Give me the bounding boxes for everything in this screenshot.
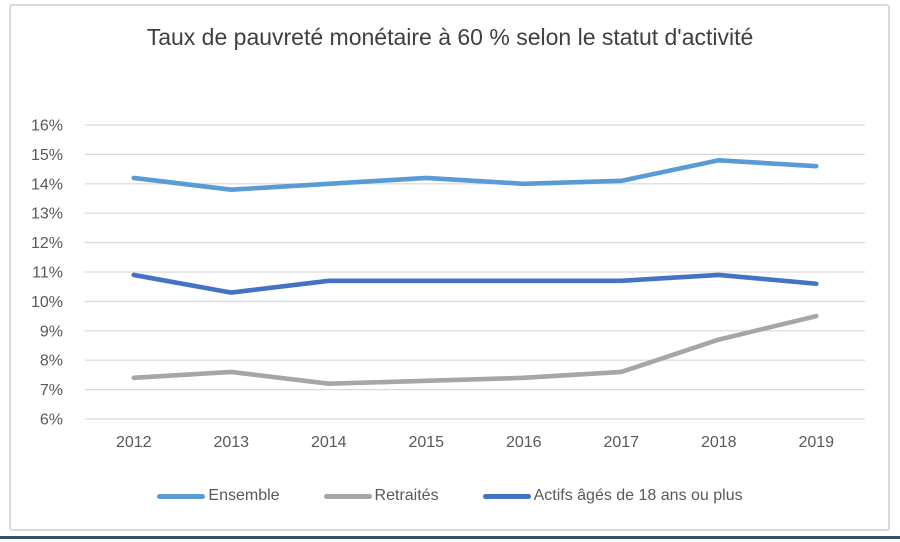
x-tick-label: 2018	[701, 434, 737, 451]
y-tick-label: 6%	[40, 412, 63, 429]
window-bottom-border	[0, 536, 900, 539]
legend-item-ensemble: Ensemble	[157, 487, 280, 505]
legend-swatch-actifs-ages-de-18-ans-ou-plus	[482, 493, 531, 499]
x-tick-label: 2016	[506, 434, 542, 451]
chart-legend: Ensemble Retraités Actifs âgés de 18 ans o…	[0, 485, 900, 507]
y-tick-label: 12%	[31, 235, 63, 252]
x-tick-label: 2019	[798, 434, 834, 451]
x-tick-label: 2015	[408, 434, 444, 451]
series-line-actifs-ages-de-18-ans-ou-plus	[131, 272, 819, 295]
y-tick-label: 10%	[31, 294, 63, 311]
y-tick-label: 13%	[31, 206, 63, 223]
y-tick-label: 16%	[31, 118, 63, 135]
chart-title: Taux de pauvreté monétaire à 60 % selon …	[146, 24, 754, 50]
legend-swatch-ensemble	[157, 493, 206, 499]
legend-label: Ensemble	[208, 487, 280, 504]
x-tick-label: 2014	[311, 434, 347, 451]
y-tick-label: 15%	[31, 147, 63, 164]
legend-label: Actifs âgés de 18 ans ou plus	[533, 487, 743, 504]
y-tick-label: 14%	[31, 176, 63, 193]
y-tick-label: 11%	[32, 265, 63, 282]
series-line-retraites	[131, 313, 819, 387]
legend-item-actifs-ages-de-18-ans-ou-plus: Actifs âgés de 18 ans ou plus	[482, 487, 743, 505]
y-tick-label: 9%	[40, 323, 63, 340]
x-tick-label: 2012	[116, 434, 152, 451]
y-tick-label: 7%	[40, 382, 63, 399]
legend-item-retraites: Retraités	[323, 487, 439, 505]
x-tick-label: 2017	[603, 434, 639, 451]
y-tick-label: 8%	[40, 353, 63, 370]
x-tick-label: 2013	[213, 434, 249, 451]
legend-swatch-retraites	[323, 493, 372, 499]
legend-label: Retraités	[374, 487, 439, 504]
series-line-ensemble	[131, 157, 819, 192]
chart-frame	[9, 4, 890, 531]
